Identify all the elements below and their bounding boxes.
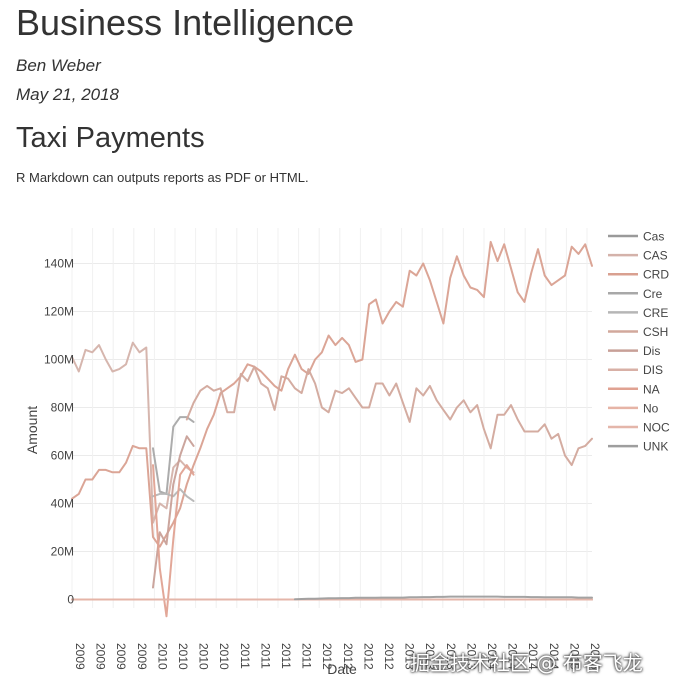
- legend-item-no[interactable]: No: [608, 401, 659, 415]
- legend-label: Cre: [643, 287, 663, 301]
- legend-label: No: [643, 401, 659, 415]
- legend-label: Dis: [643, 344, 660, 358]
- x-tick-label: 2013: [423, 643, 437, 670]
- legend-label: DIS: [643, 363, 663, 377]
- legend-item-cas[interactable]: CAS: [608, 249, 668, 263]
- x-tick-label: 2009: [135, 643, 149, 670]
- legend-label: CSH: [643, 325, 668, 339]
- series-line-cre[interactable]: [152, 488, 195, 503]
- axes: 0 20M 40M 60M 80M 100M 120M 140M 2009 2009 2009 200…: [24, 257, 602, 678]
- x-tick-label: 2010: [155, 643, 169, 670]
- legend: Cas CAS CRD Cre CRE CSH Dis DIS NA No NOC UNK: [608, 230, 670, 454]
- series-line-csh[interactable]: [185, 365, 593, 467]
- x-tick-label: 2010: [217, 643, 231, 670]
- x-tick-label: 2013: [444, 643, 458, 670]
- legend-label: NA: [643, 382, 660, 396]
- x-tick-label: 2013: [403, 643, 417, 670]
- y-axis-title: Amount: [24, 406, 40, 454]
- legend-item-noc[interactable]: NOC: [608, 421, 670, 435]
- x-tick-label: 2009: [94, 643, 108, 670]
- x-tick-label: 2010: [197, 643, 211, 670]
- series-line-dis[interactable]: [152, 435, 195, 589]
- x-tick-label: 2015: [588, 643, 602, 670]
- x-tick-label: 2011: [238, 643, 252, 669]
- x-tick-label: 2014: [547, 643, 561, 670]
- legend-item-csh[interactable]: CSH: [608, 325, 668, 339]
- x-tick-label: 2011: [300, 643, 314, 669]
- legend-item-dis[interactable]: Dis: [608, 344, 660, 358]
- x-tick-label: 2013: [464, 643, 478, 670]
- legend-item-cre[interactable]: Cre: [608, 287, 663, 301]
- x-tick-label: 2014: [506, 643, 520, 670]
- series-line-crd[interactable]: [71, 240, 593, 548]
- section-description: R Markdown can outputs reports as PDF or…: [16, 170, 309, 185]
- y-tick-label: 80M: [51, 401, 74, 415]
- series-line-unk[interactable]: [293, 595, 593, 601]
- y-tick-label: 20M: [51, 545, 74, 559]
- legend-item-na[interactable]: NA: [608, 382, 660, 396]
- legend-label: UNK: [643, 440, 668, 454]
- x-tick-label: 2014: [485, 643, 499, 670]
- series-line-na[interactable]: [152, 464, 195, 618]
- legend-item-cas[interactable]: Cas: [608, 230, 664, 244]
- legend-label: CRE: [643, 306, 668, 320]
- x-tick-label: 2012: [361, 643, 375, 670]
- legend-item-dis[interactable]: DIS: [608, 363, 663, 377]
- x-tick-label: 2011: [279, 643, 293, 669]
- x-tick-label: 2010: [176, 643, 190, 670]
- report-author: Ben Weber: [16, 56, 101, 75]
- legend-label: NOC: [643, 421, 670, 435]
- y-tick-label: 100M: [44, 353, 74, 367]
- y-tick-label: 60M: [51, 449, 74, 463]
- report-date: May 21, 2018: [16, 85, 120, 104]
- x-tick-label: 2012: [382, 643, 396, 670]
- y-tick-label: 140M: [44, 257, 74, 271]
- legend-item-unk[interactable]: UNK: [608, 440, 668, 454]
- x-tick-label: 2015: [567, 643, 581, 670]
- series-line-cas[interactable]: [71, 341, 195, 524]
- grid-lines: [71, 228, 592, 608]
- x-tick-label: 2014: [526, 643, 540, 670]
- series-lines: [71, 240, 593, 618]
- x-tick-label: 2012: [320, 643, 334, 670]
- x-tick-label: 2009: [73, 643, 87, 670]
- x-axis-title: Date: [327, 661, 357, 677]
- legend-item-crd[interactable]: CRD: [608, 268, 669, 282]
- x-tick-label: 2009: [114, 643, 128, 670]
- y-tick-label: 40M: [51, 497, 74, 511]
- y-tick-label: 120M: [44, 305, 74, 319]
- legend-label: CAS: [643, 249, 668, 263]
- legend-label: Cas: [643, 230, 664, 244]
- watermark: 掘金技术社区 @ 布客飞龙: [410, 651, 643, 675]
- legend-item-cre[interactable]: CRE: [608, 306, 668, 320]
- report-title: Business Intelligence: [16, 2, 355, 43]
- legend-label: CRD: [643, 268, 669, 282]
- section-heading: Taxi Payments: [16, 122, 205, 154]
- x-tick-label: 2012: [341, 643, 355, 670]
- x-tick-label: 2011: [258, 643, 272, 669]
- y-tick-label: 0: [67, 593, 74, 607]
